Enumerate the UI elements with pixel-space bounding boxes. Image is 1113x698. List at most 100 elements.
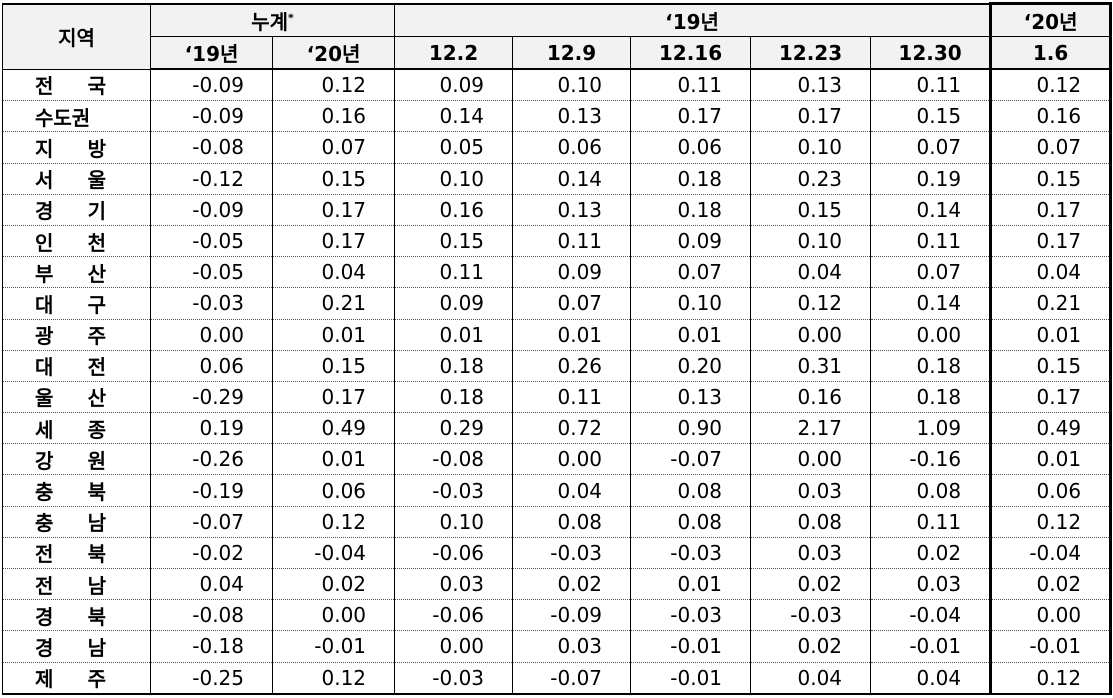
table-row: 경 남 -0.18 -0.01 0.00 0.03 -0.01 0.02 -0.01 -0.01 xyxy=(2,630,1113,663)
region-cell: 전 남 xyxy=(2,568,151,601)
value-cell: 0.06 xyxy=(989,474,1113,507)
table-row: 전 국 -0.09 0.12 0.09 0.10 0.11 0.13 0.11 0.12 xyxy=(2,69,1113,102)
value-cell: 0.12 xyxy=(271,69,396,102)
column-header: 12.9 xyxy=(512,36,632,70)
value-cell: 0.16 xyxy=(271,100,396,133)
value-cell: 0.01 xyxy=(989,443,1113,476)
value-cell: 0.18 xyxy=(870,350,992,382)
value-cell: 0.11 xyxy=(870,69,992,102)
value-cell: 0.07 xyxy=(271,131,396,164)
value-cell: 0.17 xyxy=(989,381,1113,414)
value-cell: 0.15 xyxy=(989,163,1113,195)
value-cell: 0.11 xyxy=(870,225,992,258)
value-cell: 0.10 xyxy=(630,287,752,320)
value-cell: -0.03 xyxy=(150,287,273,320)
value-cell: 0.09 xyxy=(394,69,514,102)
value-cell: 0.15 xyxy=(394,225,514,258)
value-cell: 0.12 xyxy=(271,662,396,695)
value-cell: -0.01 xyxy=(271,630,396,663)
value-cell: 0.19 xyxy=(870,163,992,195)
value-cell: 0.02 xyxy=(750,568,872,601)
column-header: ‘19년 xyxy=(150,36,273,70)
value-cell: 0.19 xyxy=(150,412,273,445)
value-cell: 0.07 xyxy=(512,287,632,320)
value-cell: -0.04 xyxy=(870,599,992,632)
region-cell: 세 종 xyxy=(2,412,151,445)
table-body: 전 국 -0.09 0.12 0.09 0.10 0.11 0.13 0.11 0.12 수도권 -… xyxy=(2,69,1113,695)
value-cell: 0.16 xyxy=(750,381,872,414)
header-row: 지역 누계* ‘19년 ‘20년 xyxy=(2,2,1113,70)
value-cell: -0.04 xyxy=(989,537,1113,570)
value-cell: -0.03 xyxy=(394,474,514,507)
value-cell: 0.10 xyxy=(750,225,872,258)
column-header: 12.2 xyxy=(394,36,514,70)
region-cell: 충 북 xyxy=(2,474,151,507)
value-cell: -0.05 xyxy=(150,256,273,289)
value-cell: 0.00 xyxy=(750,443,872,476)
value-cell: -0.09 xyxy=(512,599,632,632)
value-cell: 0.06 xyxy=(630,131,752,164)
region-cell: 제 주 xyxy=(2,662,151,695)
value-cell: 0.15 xyxy=(989,350,1113,382)
value-cell: 0.15 xyxy=(750,194,872,226)
value-cell: -0.05 xyxy=(150,225,273,258)
value-cell: -0.07 xyxy=(150,506,273,538)
value-cell: 0.15 xyxy=(870,100,992,133)
value-cell: 0.06 xyxy=(271,474,396,507)
value-cell: 0.09 xyxy=(394,287,514,320)
value-cell: 0.05 xyxy=(394,131,514,164)
cumulative-header: 누계* xyxy=(149,2,396,37)
value-cell: 0.18 xyxy=(394,350,514,382)
value-cell: 0.04 xyxy=(271,256,396,289)
column-header: 1.6 xyxy=(989,36,1113,70)
value-cell: -0.25 xyxy=(150,662,273,695)
value-cell: 0.08 xyxy=(512,506,632,538)
value-cell: 0.00 xyxy=(271,599,396,632)
value-cell: 0.06 xyxy=(150,350,273,382)
value-cell: 0.21 xyxy=(271,287,396,320)
value-cell: 0.02 xyxy=(512,568,632,601)
region-cell: 경 북 xyxy=(2,599,151,632)
value-cell: 0.49 xyxy=(271,412,396,445)
value-cell: 0.72 xyxy=(512,412,632,445)
value-cell: -0.01 xyxy=(989,630,1113,663)
value-cell: 0.00 xyxy=(870,319,992,351)
region-cell: 부 산 xyxy=(2,256,151,289)
region-cell: 경 남 xyxy=(2,630,151,663)
value-cell: 0.11 xyxy=(512,381,632,414)
value-cell: 0.10 xyxy=(394,163,514,195)
table-row: 전 남 0.04 0.02 0.03 0.02 0.01 0.02 0.03 0.02 xyxy=(2,568,1113,601)
value-cell: 0.11 xyxy=(630,69,752,102)
value-cell: 0.08 xyxy=(870,474,992,507)
value-cell: 0.10 xyxy=(394,506,514,538)
value-cell: -0.08 xyxy=(150,131,273,164)
value-cell: 0.07 xyxy=(989,131,1113,164)
value-cell: 0.17 xyxy=(271,194,396,226)
table-row: 충 남 -0.07 0.12 0.10 0.08 0.08 0.08 0.11 0.12 xyxy=(2,506,1113,538)
region-cell: 서 울 xyxy=(2,163,151,195)
value-cell: 0.02 xyxy=(750,630,872,663)
value-cell: 0.11 xyxy=(512,225,632,258)
value-cell: 0.02 xyxy=(989,568,1113,601)
value-cell: -0.03 xyxy=(512,537,632,570)
value-cell: -0.09 xyxy=(150,69,273,102)
value-cell: 0.20 xyxy=(630,350,752,382)
region-cell: 전 북 xyxy=(2,537,151,570)
table-row: 충 북 -0.19 0.06 -0.03 0.04 0.08 0.03 0.08 0.06 xyxy=(2,474,1113,507)
value-cell: 0.18 xyxy=(630,163,752,195)
value-cell: 0.04 xyxy=(750,662,872,695)
year-header: ‘19년 xyxy=(394,2,992,37)
value-cell: 0.17 xyxy=(271,381,396,414)
value-cell: 0.00 xyxy=(989,599,1113,632)
value-cell: -0.04 xyxy=(271,537,396,570)
value-cell: -0.16 xyxy=(870,443,992,476)
value-cell: 0.13 xyxy=(512,100,632,133)
value-cell: 0.13 xyxy=(630,381,752,414)
table-row: 전 북 -0.02 -0.04 -0.06 -0.03 -0.03 0.03 0.02 -0.0… xyxy=(2,537,1113,570)
value-cell: 0.03 xyxy=(870,568,992,601)
column-header: 12.23 xyxy=(750,36,872,70)
value-cell: 0.12 xyxy=(271,506,396,538)
value-cell: 0.10 xyxy=(750,131,872,164)
